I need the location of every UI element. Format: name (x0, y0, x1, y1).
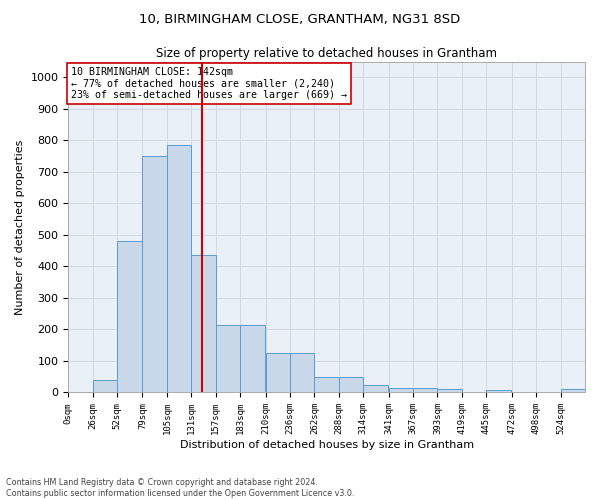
Bar (266, 353, 290, 393)
Bar (389, 388, 413, 392)
Bar (314, 376, 339, 392)
Bar (363, 384, 388, 392)
Bar (191, 256, 216, 392)
Text: Contains HM Land Registry data © Crown copyright and database right 2024.
Contai: Contains HM Land Registry data © Crown c… (6, 478, 355, 498)
X-axis label: Distribution of detached houses by size in Grantham: Distribution of detached houses by size … (179, 440, 474, 450)
Bar (560, 390, 585, 392)
Bar (240, 324, 265, 392)
Bar (290, 353, 314, 393)
Bar (339, 376, 363, 392)
Bar (216, 324, 240, 392)
Title: Size of property relative to detached houses in Grantham: Size of property relative to detached ho… (156, 48, 497, 60)
Bar (117, 241, 142, 392)
Bar (413, 388, 437, 392)
Bar (167, 145, 191, 392)
Bar (93, 380, 117, 392)
Bar (487, 390, 511, 392)
Text: 10, BIRMINGHAM CLOSE, GRANTHAM, NG31 8SD: 10, BIRMINGHAM CLOSE, GRANTHAM, NG31 8SD (139, 12, 461, 26)
Y-axis label: Number of detached properties: Number of detached properties (15, 140, 25, 315)
Bar (437, 390, 462, 392)
Bar (142, 156, 167, 392)
Text: 10 BIRMINGHAM CLOSE: 142sqm
← 77% of detached houses are smaller (2,240)
23% of : 10 BIRMINGHAM CLOSE: 142sqm ← 77% of det… (71, 66, 347, 100)
